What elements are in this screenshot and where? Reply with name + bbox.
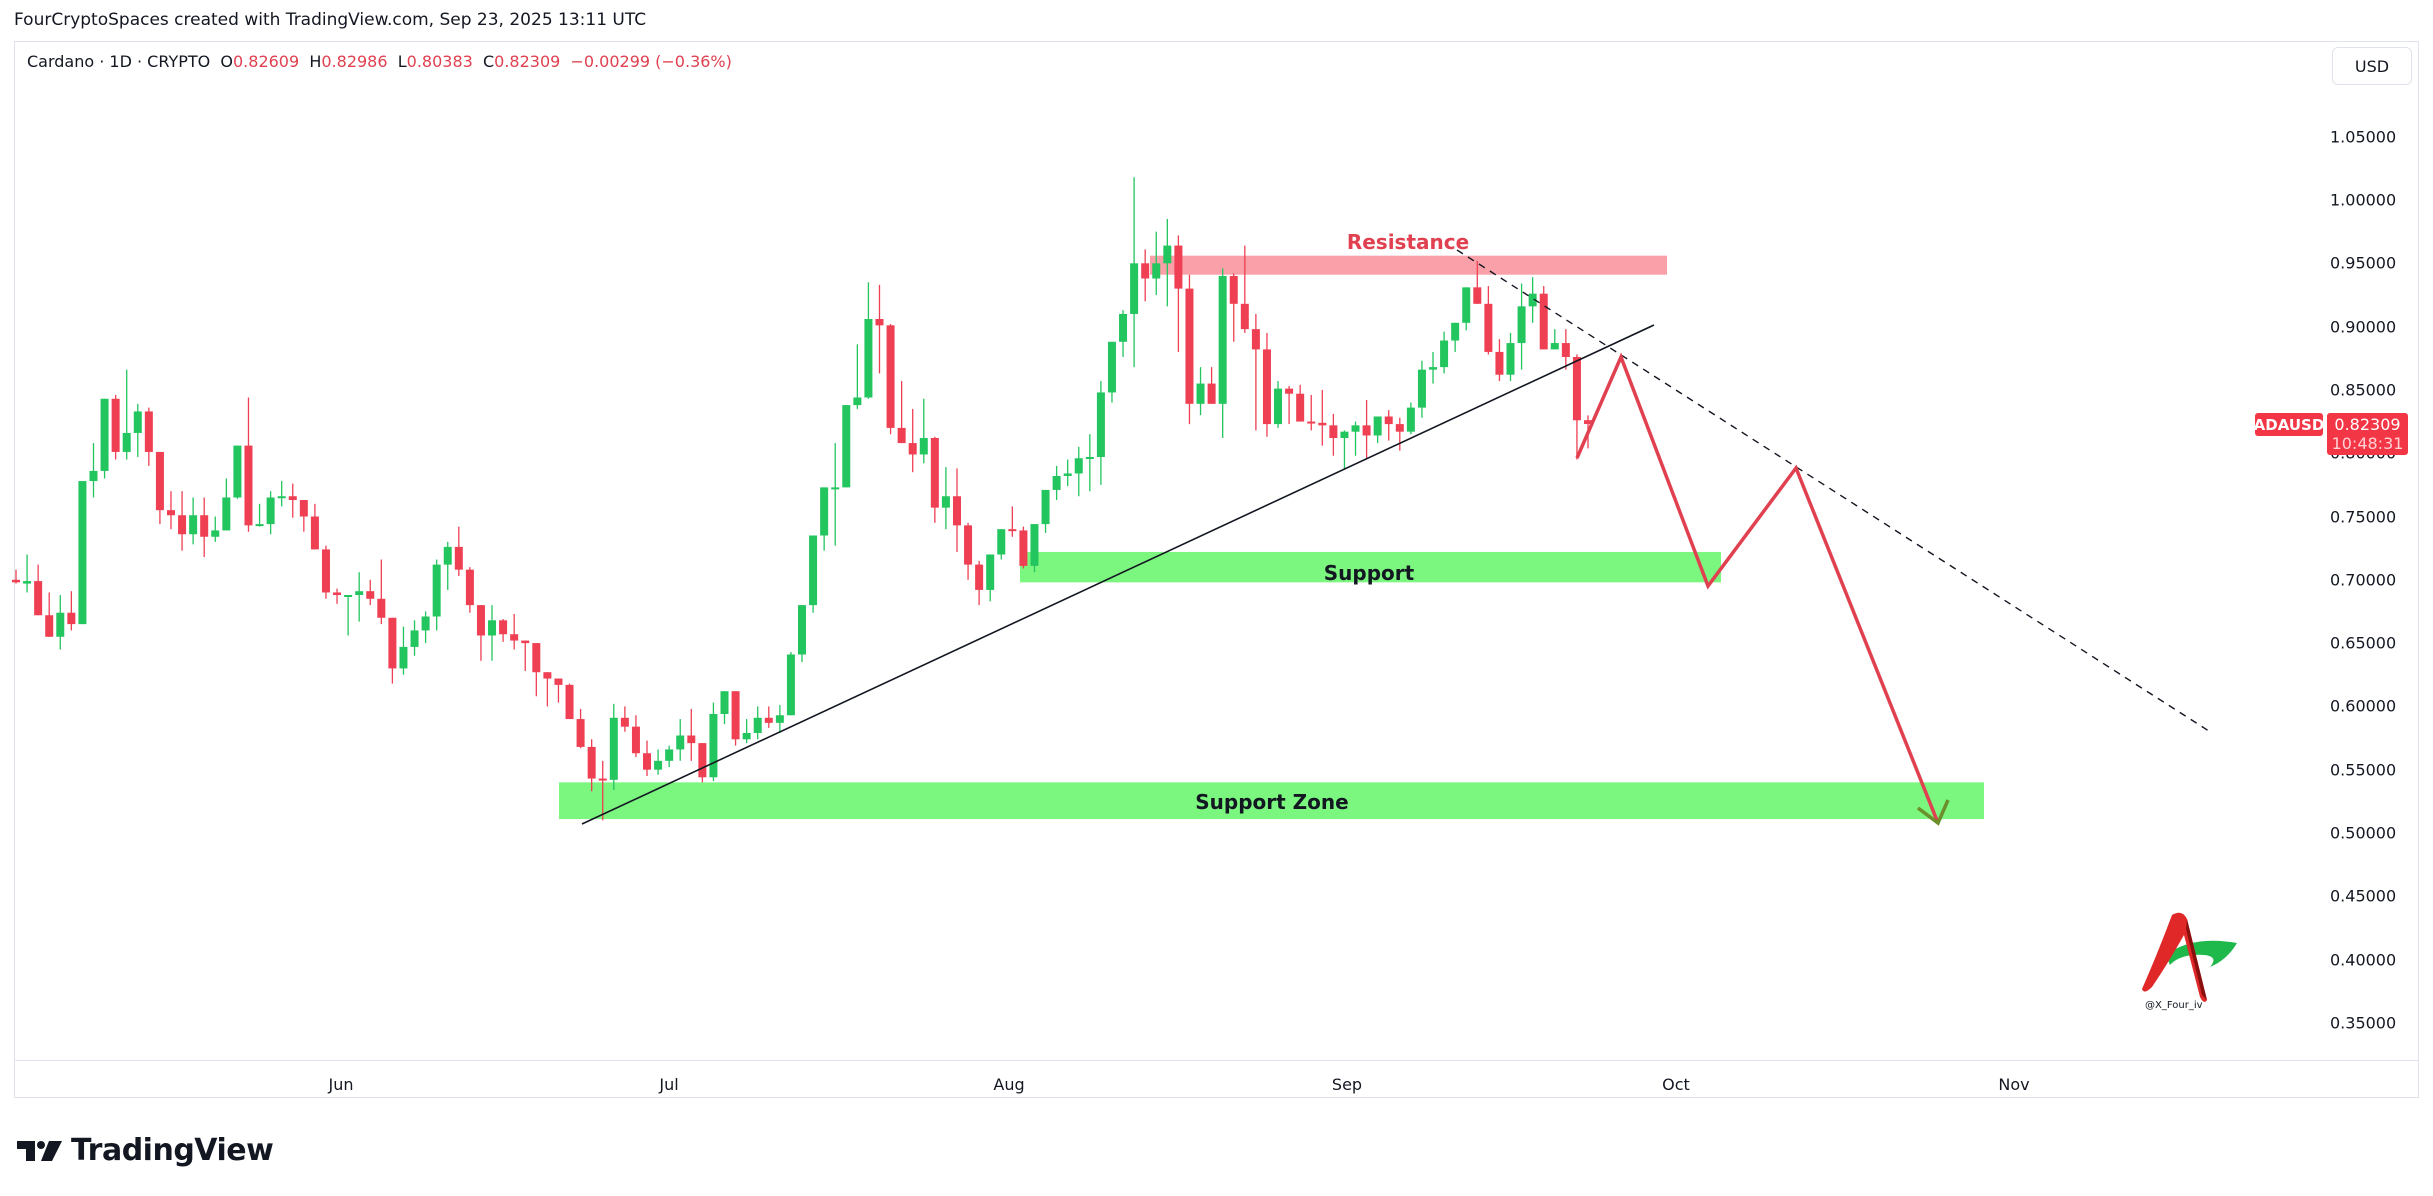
close-value: 0.82309 [494, 52, 561, 71]
high-label: H [309, 52, 322, 71]
zones-layer [559, 255, 1984, 820]
price-tick: 0.40000 [2330, 950, 2397, 970]
last-price-value: 0.82309 [2334, 415, 2401, 434]
tradingview-branding[interactable]: TradingView [17, 1133, 274, 1168]
price-tick: 0.90000 [2330, 317, 2397, 337]
close-label: C [482, 52, 495, 71]
time-tick: Oct [1662, 1075, 1690, 1094]
drawings-layer [581, 249, 2213, 826]
resistance-label: Resistance [1346, 230, 1470, 254]
open-value: 0.82609 [233, 52, 300, 71]
descending-dashed-trendline[interactable] [1456, 249, 2213, 734]
bearish-projection-path[interactable] [1575, 352, 1940, 824]
price-tick: 0.55000 [2330, 760, 2397, 780]
price-tick: 0.45000 [2330, 886, 2397, 906]
projection-arrowhead-icon [1916, 799, 1950, 826]
change-value: −0.00299 (−0.36%) [570, 52, 732, 71]
time-tick: Aug [993, 1075, 1025, 1094]
time-tick: Jul [659, 1075, 679, 1094]
price-tick: 0.70000 [2330, 570, 2397, 590]
time-tick: Jun [328, 1075, 354, 1094]
bar-countdown: 10:48:31 [2331, 434, 2404, 453]
low-value: 0.80383 [406, 52, 473, 71]
support-label: Support [1323, 561, 1415, 585]
symbol-legend: Cardano · 1D · CRYPTO O0.82609 H0.82986 … [27, 52, 732, 71]
ascending-trendline[interactable] [581, 324, 1655, 825]
last-price-tag: 0.82309 10:48:31 [2327, 413, 2408, 455]
symbol-price-tag: ADAUSD [2254, 413, 2324, 436]
low-label: L [397, 52, 407, 71]
price-tick: 0.50000 [2330, 823, 2397, 843]
chart-attribution: FourCryptoSpaces created with TradingVie… [14, 10, 647, 30]
support-zone[interactable] [1020, 551, 1721, 583]
support-zone-label: Support Zone [1195, 790, 1349, 814]
author-logo-icon [2142, 912, 2237, 1002]
price-tick: 1.00000 [2330, 190, 2397, 210]
author-handle: @X_Four_iv [2145, 1000, 2203, 1011]
symbol-title[interactable]: Cardano · 1D · CRYPTO [27, 52, 211, 71]
price-tick: 0.85000 [2330, 380, 2397, 400]
tradingview-wordmark: TradingView [71, 1133, 274, 1168]
open-label: O [220, 52, 233, 71]
time-tick: Nov [1998, 1075, 2030, 1094]
high-value: 0.82986 [321, 52, 388, 71]
support-zone[interactable] [559, 782, 1984, 820]
price-tick: 0.95000 [2330, 253, 2397, 273]
price-tick: 0.60000 [2330, 696, 2397, 716]
resistance-zone[interactable] [1150, 255, 1667, 275]
price-tick: 1.05000 [2330, 127, 2397, 147]
time-axis-divider [14, 1060, 2419, 1061]
price-tick: 0.65000 [2330, 633, 2397, 653]
price-tick: 0.35000 [2330, 1013, 2397, 1033]
time-tick: Sep [1331, 1075, 1363, 1094]
tradingview-logo-icon [17, 1140, 62, 1161]
price-tick: 0.75000 [2330, 507, 2397, 526]
currency-button[interactable]: USD [2332, 47, 2412, 85]
chart-frame[interactable] [14, 41, 2419, 1098]
candles-layer [12, 177, 1592, 821]
